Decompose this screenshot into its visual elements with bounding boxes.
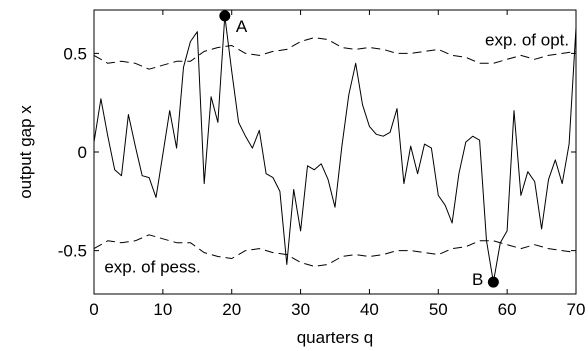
y-tick-label: -0.5	[58, 242, 87, 261]
x-tick-label: 0	[89, 300, 98, 319]
point-marker-b	[487, 276, 499, 288]
output-gap-series-line	[93, 15, 577, 283]
point-label-a: A	[236, 17, 248, 36]
point-label-b: B	[472, 270, 483, 289]
y-axis-label: output gap x	[16, 105, 35, 199]
x-axis-label: quarters q	[297, 328, 374, 347]
ticks-group: 0 10 20 30 40 50 60 70 0.5 0 -0.5	[58, 10, 586, 319]
annotation-label: exp. of opt.	[485, 31, 569, 50]
point-marker-a	[219, 10, 231, 22]
x-tick-label: 70	[567, 300, 586, 319]
series-group	[93, 15, 577, 283]
x-tick-label: 20	[222, 300, 241, 319]
dashed-series-line	[93, 234, 577, 267]
annotation-label: exp. of pess.	[104, 257, 200, 276]
plot-frame	[93, 9, 577, 295]
x-tick-label: 40	[360, 300, 379, 319]
x-tick-label: 50	[429, 300, 448, 319]
plot-area	[93, 9, 577, 295]
y-tick-label: 0	[78, 143, 87, 162]
annotations-group: exp. of opt. exp. of pess.	[104, 31, 569, 277]
x-tick-label: 10	[153, 300, 172, 319]
x-tick-label: 60	[498, 300, 517, 319]
y-tick-label: 0.5	[63, 44, 87, 63]
points-group: AB	[219, 10, 499, 289]
x-tick-label: 30	[291, 300, 310, 319]
dashed-series-line	[93, 37, 577, 70]
